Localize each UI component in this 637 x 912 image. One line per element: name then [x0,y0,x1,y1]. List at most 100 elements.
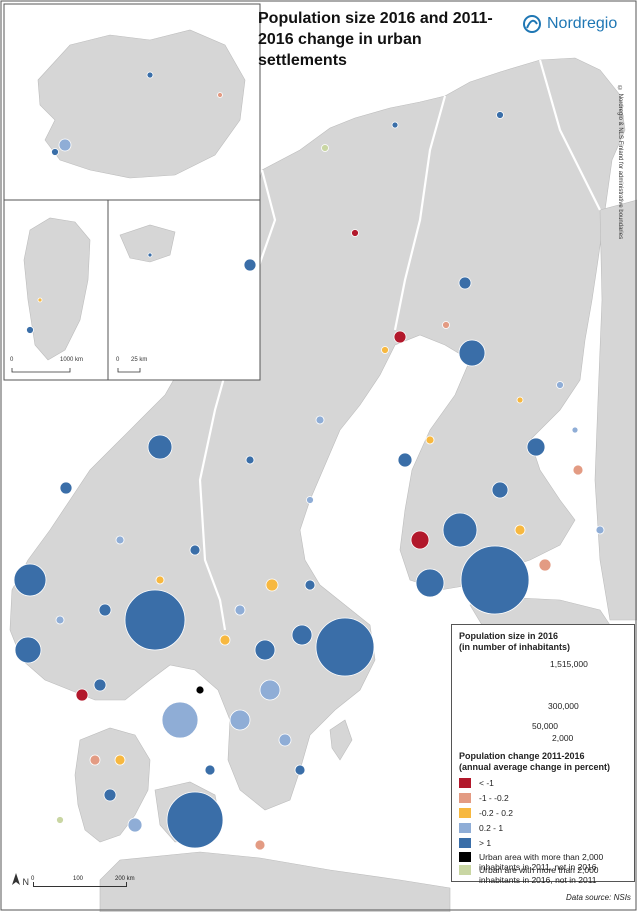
settlement-circle [195,685,205,695]
settlement-circle [306,496,314,504]
nordregio-logo: Nordregio [522,14,617,34]
greenland-scale-end: 1000 km [60,357,84,363]
settlement-circle [491,481,509,499]
settlement-circle [391,121,399,129]
settlement-circle [415,568,445,598]
greenland-scale-0: 0 [10,357,14,363]
legend-swatch [459,852,471,862]
inset-scalebars [11,368,141,373]
iceland-land [37,29,246,179]
settlement-circle [572,464,584,476]
settlement-circle [393,330,407,344]
settlement-circle [55,615,65,625]
settlement-circle [291,624,313,646]
legend-size-label-4: 2,000 [552,733,574,743]
settlement-circle [278,733,292,747]
settlement-circle [127,817,143,833]
legend-size-subtitle: (in number of inhabitants) [459,642,570,652]
settlement-circle [526,437,546,457]
settlement-circle [315,415,325,425]
scale-label-0: 0 [31,876,35,882]
greenland-land [23,217,91,361]
settlement-circle [124,589,186,651]
national-borders [198,59,601,631]
settlement-circle [254,839,266,851]
gotland-land [329,719,353,761]
legend-class-new-urban: Urban are with more than 2,000 inhabitan… [459,865,629,885]
settlement-circle [410,530,430,550]
settlement-circle [442,512,478,548]
settlement-circle [571,426,579,434]
settlement-circle [161,701,199,739]
settlement-circle [243,258,257,272]
legend-swatch [459,778,471,788]
settlement-circle [442,321,450,329]
legend-panel: Population size in 2016 (in number of in… [451,624,635,885]
settlement-circle [217,92,223,98]
svalbard-scale-0: 0 [116,357,120,363]
svalbard-inset [107,199,261,381]
scale-label-100: 100 [73,876,84,882]
settlement-circle [556,381,564,389]
legend-size-label-1: 1,515,000 [550,659,588,669]
settlement-circle [58,138,72,152]
legend-class-02-1: 0.2 - 1 [459,823,503,833]
settlement-circle [37,297,43,303]
map-title: Population size 2016 and 2011-2016 chang… [258,10,493,69]
settlement-circle [98,603,112,617]
settlement-circle [89,754,101,766]
legend-class-lt-neg1: < -1 [459,778,494,788]
settlement-circle [460,545,530,615]
settlement-circle [75,688,89,702]
settlement-circle [458,339,486,367]
settlement-circle [115,535,125,545]
settlement-circle [595,525,605,535]
legend-size-title: Population size in 2016 [459,631,559,641]
legend-change-section: Population change 2011-2016 (annual aver… [459,751,610,773]
settlement-circle [321,144,329,152]
settlement-circle [51,148,59,156]
settlement-circle [315,617,375,677]
settlement-circle [26,326,34,334]
settlement-circle [381,346,389,354]
settlement-circle [103,788,117,802]
settlement-circle [146,71,154,79]
scale-label-200: 200 km [115,876,135,882]
settlement-circle [425,435,435,445]
settlement-circle [147,252,153,258]
settlement-circle [351,229,359,237]
legend-swatch [459,808,471,818]
legend-swatch [459,838,471,848]
settlement-circle [304,579,316,591]
legend-swatch [459,823,471,833]
settlement-circle [204,764,216,776]
north-arrow-icon [12,873,20,885]
settlement-circles [13,71,605,851]
settlement-circle [397,452,413,468]
settlement-circle [56,816,64,824]
settlement-circle [59,481,73,495]
settlement-circle [229,709,251,731]
russia-land [594,199,637,621]
settlement-circle [93,678,107,692]
settlement-circle [166,791,224,849]
legend-class-gt1: > 1 [459,838,491,848]
brand-name: Nordregio [547,15,618,32]
settlement-circle [14,636,42,664]
settlement-circle [114,754,126,766]
settlement-circle [155,575,165,585]
nordregio-mark-icon [523,15,541,33]
settlement-circle [294,764,306,776]
settlement-circle [147,434,173,460]
settlement-circle [259,679,281,701]
settlement-circle [245,455,255,465]
settlement-circle [458,276,472,290]
settlement-circle [189,544,201,556]
settlement-circle [234,604,246,616]
settlement-circle [13,563,47,597]
svalbard-land [119,224,176,263]
settlement-circle [516,396,524,404]
legend-swatch [459,865,471,875]
